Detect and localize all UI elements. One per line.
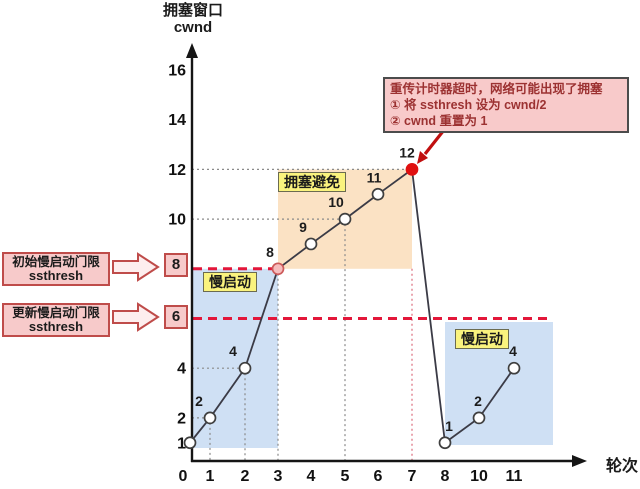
timeout-arrow-head xyxy=(417,151,428,164)
timeout-callout-line2: ① 将 ssthresh 设为 cwnd/2 xyxy=(390,98,547,112)
point-value-label: 12 xyxy=(399,144,415,160)
y-axis-title: 拥塞窗口 cwnd xyxy=(160,2,226,36)
point-value-label: 11 xyxy=(367,169,382,185)
data-point-4 xyxy=(304,237,318,251)
data-point-5 xyxy=(338,212,352,226)
x-tick-label-5: 5 xyxy=(341,468,350,485)
y-tick-label-10: 10 xyxy=(168,212,186,229)
y-tick-label-16: 16 xyxy=(168,63,186,80)
point-value-label: 9 xyxy=(299,219,307,235)
y-tick-label-2: 2 xyxy=(177,410,186,427)
initial-ssthresh-title: 初始慢启动门限 xyxy=(12,255,100,269)
y-tick-label-1: 1 xyxy=(177,435,186,452)
initial-ssthresh-subtitle: ssthresh xyxy=(28,268,84,283)
x-tick-label-7: 7 xyxy=(408,468,417,485)
x-tick-label-2: 2 xyxy=(241,468,250,485)
y-axis-arrowhead xyxy=(186,43,198,58)
data-point-8 xyxy=(438,436,452,450)
updated-ssthresh-subtitle: ssthresh xyxy=(28,319,84,334)
x-tick-label-0: 0 xyxy=(179,468,188,485)
timeout-callout-line1: 重传计时器超时，网络可能出现了拥塞 xyxy=(390,82,603,96)
data-point-11 xyxy=(507,361,521,375)
data-point-2 xyxy=(238,361,252,375)
x-tick-label-11: 11 xyxy=(506,468,523,485)
timeout-callout: 重传计时器超时，网络可能出现了拥塞 ① 将 ssthresh 设为 cwnd/2… xyxy=(383,77,629,133)
y-tick-box-8: 8 xyxy=(164,253,188,277)
point-value-label: 1 xyxy=(445,418,453,434)
phase-label-slow-start-2: 慢启动 xyxy=(455,329,509,349)
point-value-label: 2 xyxy=(474,393,482,409)
initial-ssthresh-label: 初始慢启动门限 ssthresh xyxy=(2,252,110,286)
point-value-label: 2 xyxy=(195,393,203,409)
updated-ssthresh-label: 更新慢启动门限 ssthresh xyxy=(2,303,110,337)
y-tick-label-4: 4 xyxy=(177,361,186,378)
x-axis-arrowhead xyxy=(572,455,587,467)
y-tick-box-6: 6 xyxy=(164,305,188,329)
timeout-arrow-shaft xyxy=(423,129,446,155)
data-point-6 xyxy=(371,187,385,201)
initial-ssthresh-arrow xyxy=(112,252,160,282)
y-tick-label-12: 12 xyxy=(168,162,186,179)
x-tick-label-8: 8 xyxy=(441,468,450,485)
x-tick-label-6: 6 xyxy=(374,468,383,485)
updated-ssthresh-title: 更新慢启动门限 xyxy=(12,306,100,320)
point-value-label: 8 xyxy=(266,244,274,260)
point-value-label: 10 xyxy=(328,194,344,210)
updated-ssthresh-arrow xyxy=(112,302,160,332)
x-tick-label-1: 1 xyxy=(206,468,215,485)
phase-label-congestion-avoidance: 拥塞避免 xyxy=(278,172,346,192)
point-value-label: 4 xyxy=(229,343,237,359)
y-tick-label-14: 14 xyxy=(168,112,186,129)
x-tick-label-4: 4 xyxy=(307,468,316,485)
data-point-1 xyxy=(203,411,217,425)
y-axis-title-line2: cwnd xyxy=(173,19,213,36)
y-axis-title-line1: 拥塞窗口 xyxy=(162,2,223,19)
data-point-10 xyxy=(472,411,486,425)
x-tick-label-3: 3 xyxy=(274,468,283,485)
point-value-label: 4 xyxy=(509,343,517,359)
x-axis-title: 轮次 xyxy=(606,458,639,475)
x-tick-label-10: 10 xyxy=(470,468,488,485)
timeout-callout-line3: ② cwnd 重置为 1 xyxy=(390,114,488,128)
data-point-0 xyxy=(183,436,197,450)
data-point-7-timeout xyxy=(405,163,419,176)
phase-label-slow-start-1: 慢启动 xyxy=(203,272,257,292)
data-point-3 xyxy=(271,262,285,276)
